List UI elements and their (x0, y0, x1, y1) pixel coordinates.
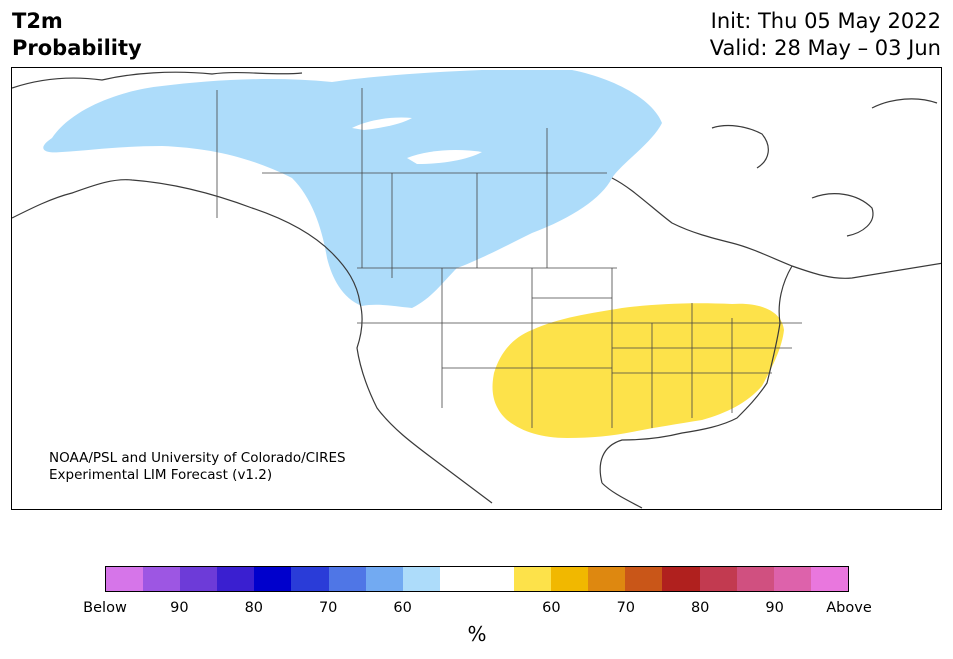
colorbar-segment (699, 567, 737, 591)
colorbar-tick-label: 80 (244, 600, 264, 616)
forecast-map (11, 67, 942, 510)
valid-range: Valid: 28 May – 03 Jun (709, 36, 941, 60)
lake-one (352, 117, 412, 130)
colorbar-segment (439, 567, 477, 591)
colorbar-segment (180, 567, 218, 591)
colorbar-segment (625, 567, 663, 591)
colorbar-tick-label: 90 (170, 600, 189, 616)
colorbar-tick-label: Above (826, 600, 872, 616)
colorbar-tick-label: 90 (765, 600, 784, 616)
title-variable: T2m (12, 9, 63, 33)
colorbar-segment (291, 567, 329, 591)
colorbar-tick-label: 70 (318, 600, 338, 616)
colorbar-segment (773, 567, 811, 591)
probability-colorbar (105, 566, 849, 592)
colorbar-segment (254, 567, 292, 591)
colorbar-tick-label: Below (83, 600, 127, 616)
colorbar-segment (328, 567, 366, 591)
colorbar-segment (514, 567, 552, 591)
colorbar-tick-label: 60 (542, 600, 561, 616)
colorbar-segment (476, 567, 515, 591)
lake-two (407, 150, 482, 164)
forecast-dates: Init: Thu 05 May 2022 Valid: 28 May – 03… (710, 8, 941, 62)
credit-line-2: Experimental LIM Forecast (v1.2) (49, 467, 273, 483)
credit-line-1: NOAA/PSL and University of Colorado/CIRE… (49, 450, 346, 466)
colorbar-segment (588, 567, 626, 591)
map-title: T2m Probability (12, 8, 142, 62)
title-type: Probability (12, 36, 142, 60)
credit-text: NOAA/PSL and University of Colorado/CIRE… (49, 450, 346, 484)
map-canvas (12, 70, 941, 509)
colorbar-segment (810, 567, 848, 591)
colorbar-segment (402, 567, 440, 591)
colorbar-segment (551, 567, 589, 591)
colorbar-segment (736, 567, 774, 591)
colorbar-tick-label: 80 (690, 600, 710, 616)
colorbar-tick-label: 60 (393, 600, 412, 616)
above-normal-region (492, 303, 784, 438)
colorbar-segment (662, 567, 700, 591)
borders (216, 88, 802, 428)
colorbar-tick-label: 70 (616, 600, 636, 616)
colorbar-segment (217, 567, 255, 591)
below-normal-region (43, 70, 663, 308)
colorbar-segment (143, 567, 181, 591)
colorbar-unit: % (467, 622, 487, 646)
colorbar-segment (365, 567, 403, 591)
init-date: Init: Thu 05 May 2022 (710, 9, 941, 33)
colorbar-segment (106, 567, 144, 591)
